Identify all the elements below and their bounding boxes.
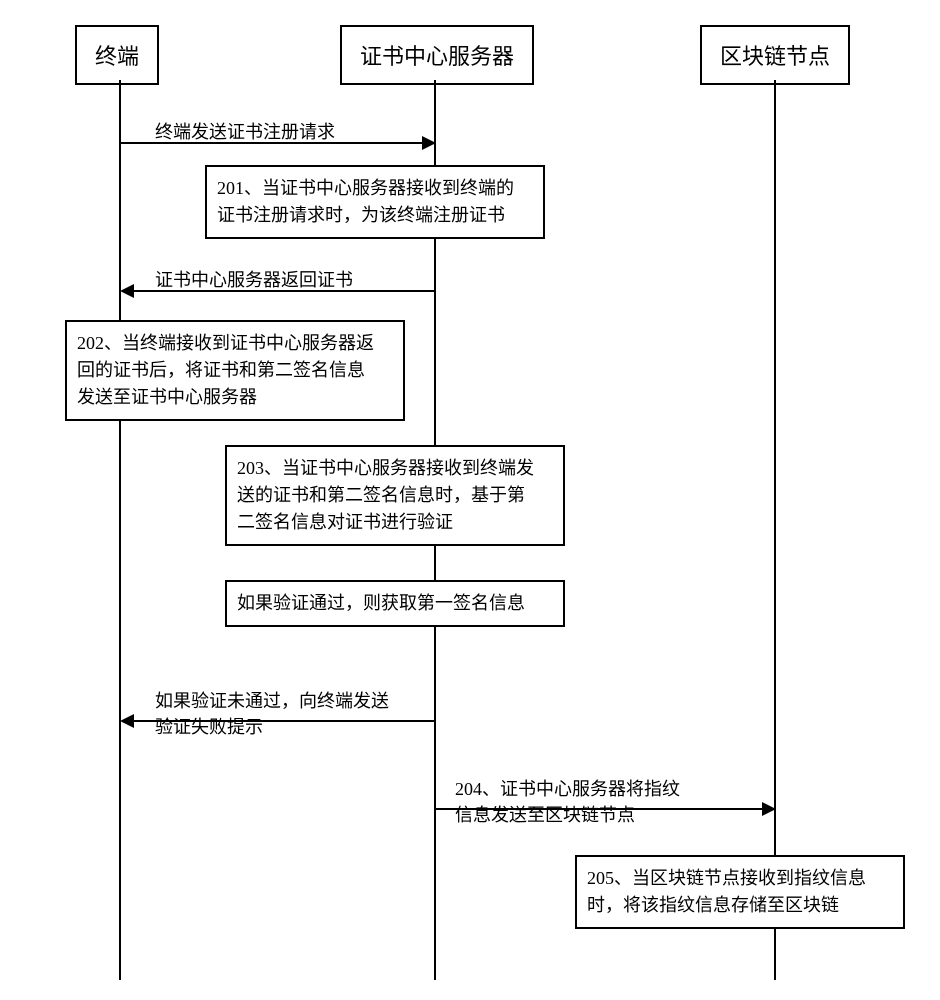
arrow-line bbox=[435, 808, 762, 810]
message-verify-fail: 如果验证未通过，向终端发送 验证失败提示 bbox=[155, 666, 389, 739]
step-text: 201、当证书中心服务器接收到终端的 证书注册请求时，为该终端注册证书 bbox=[217, 178, 514, 225]
lifeline-terminal bbox=[119, 80, 121, 980]
participant-label: 证书中心服务器 bbox=[360, 44, 514, 69]
arrow-line bbox=[133, 290, 435, 292]
step-box-202: 202、当终端接收到证书中心服务器返 回的证书后，将证书和第二签名信息 发送至证… bbox=[65, 320, 405, 421]
step-text: 如果验证通过，则获取第一签名信息 bbox=[237, 593, 525, 613]
message-return-cert: 证书中心服务器返回证书 bbox=[155, 266, 353, 292]
arrow-head-icon bbox=[120, 714, 134, 728]
message-send-fingerprint: 204、证书中心服务器将指纹 信息发送至区块链节点 bbox=[455, 754, 680, 827]
step-box-201: 201、当证书中心服务器接收到终端的 证书注册请求时，为该终端注册证书 bbox=[205, 165, 545, 239]
arrow-line bbox=[133, 720, 435, 722]
step-text: 202、当终端接收到证书中心服务器返 回的证书后，将证书和第二签名信息 发送至证… bbox=[77, 333, 374, 407]
step-text: 205、当区块链节点接收到指纹信息 时，将该指纹信息存储至区块链 bbox=[587, 868, 866, 915]
arrow-head-icon bbox=[422, 136, 436, 150]
arrow-head-icon bbox=[762, 802, 776, 816]
lifeline-blockchain bbox=[774, 80, 776, 980]
participant-terminal: 终端 bbox=[75, 25, 159, 85]
participant-ca-server: 证书中心服务器 bbox=[340, 25, 534, 85]
step-text: 203、当证书中心服务器接收到终端发 送的证书和第二签名信息时，基于第 二签名信… bbox=[237, 458, 534, 532]
participant-label: 终端 bbox=[95, 44, 139, 69]
step-box-203: 203、当证书中心服务器接收到终端发 送的证书和第二签名信息时，基于第 二签名信… bbox=[225, 445, 565, 546]
arrow-line bbox=[120, 142, 422, 144]
participant-blockchain: 区块链节点 bbox=[700, 25, 850, 85]
step-box-205: 205、当区块链节点接收到指纹信息 时，将该指纹信息存储至区块链 bbox=[575, 855, 905, 929]
arrow-head-icon bbox=[120, 284, 134, 298]
step-box-verify-pass: 如果验证通过，则获取第一签名信息 bbox=[225, 580, 565, 627]
participant-label: 区块链节点 bbox=[720, 44, 830, 69]
message-register-request: 终端发送证书注册请求 bbox=[155, 118, 335, 144]
